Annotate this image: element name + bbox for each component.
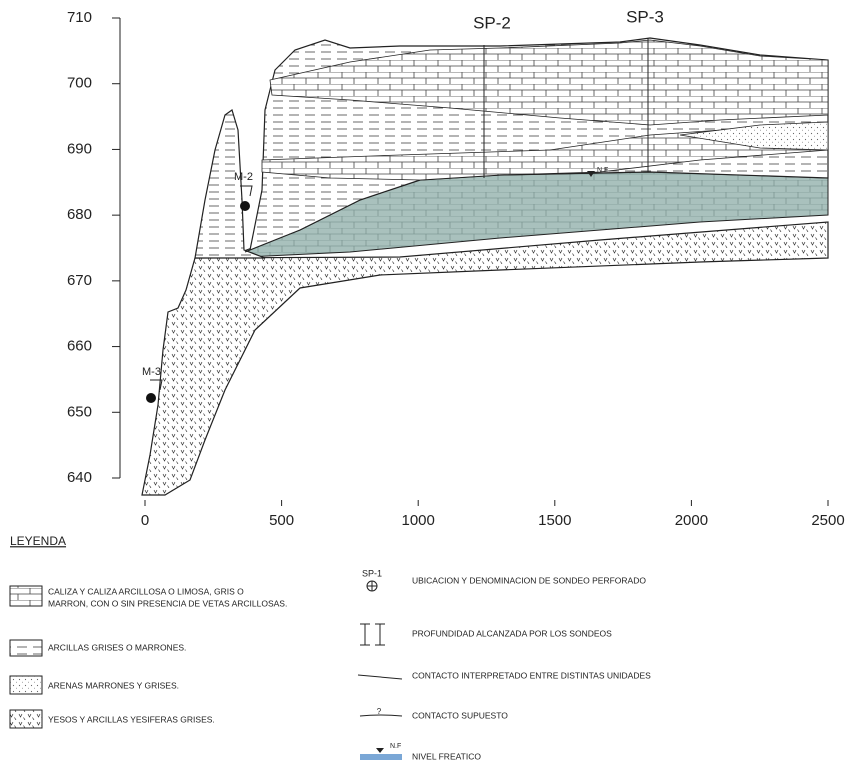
x-tick-label: 1000 <box>402 512 435 529</box>
legend-text: YESOS Y ARCILLAS YESIFERAS GRISES. <box>48 714 215 724</box>
legend-symbol <box>359 714 403 717</box>
legend-symbol <box>357 674 403 680</box>
legend-title: LEYENDA <box>10 534 66 548</box>
legend-symbol-label: SP-1 <box>362 568 382 578</box>
legend: LEYENDA CALIZA Y CALIZA ARCILLOSA O LIMO… <box>9 534 651 761</box>
legend-text: ARCILLAS GRISES O MARRONES. <box>48 642 186 652</box>
legend-symbol <box>360 623 385 646</box>
legend-swatch <box>9 709 43 729</box>
water-table-label: N.F <box>597 167 608 174</box>
legend-swatch <box>9 675 43 695</box>
x-tick-label: 1500 <box>538 512 571 529</box>
sand-lens <box>679 121 829 151</box>
x-tick-label: 0 <box>141 512 149 529</box>
y-tick-label: 670 <box>67 272 92 289</box>
legend-swatch <box>9 639 43 657</box>
borehole-label: SP-2 <box>473 13 511 32</box>
legend-text: CALIZA Y CALIZA ARCILLOSA O LIMOSA, GRIS… <box>48 586 244 596</box>
legend-symbol <box>360 754 402 760</box>
y-tick-label: 640 <box>67 469 92 486</box>
limestone-lower <box>261 127 829 181</box>
y-tick-label: 650 <box>67 403 92 420</box>
clay-peak <box>194 109 266 259</box>
sample-label: M-3 <box>142 366 161 378</box>
legend-text: NIVEL FREATICO <box>412 751 481 761</box>
sample-label: M-2 <box>234 171 253 183</box>
y-tick-label: 660 <box>67 338 92 355</box>
x-tick-label: 500 <box>269 512 294 529</box>
legend-swatch <box>9 585 43 607</box>
legend-symbol <box>376 748 384 753</box>
sample-arrow <box>240 185 253 197</box>
legend-text: ARENAS MARRONES Y GRISES. <box>48 680 179 690</box>
legend-text: CONTACTO SUPUESTO <box>412 710 508 720</box>
y-tick-label: 700 <box>67 75 92 92</box>
limestone-upper <box>269 39 829 126</box>
legend-text: PROFUNDIDAD ALCANZADA POR LOS SONDEOS <box>412 628 612 638</box>
legend-text: CONTACTO INTERPRETADO ENTRE DISTINTAS UN… <box>412 670 651 680</box>
legend-symbol <box>367 581 377 591</box>
axes: 640 650 660 670 680 690 700 710 0 500 1000 1500 2000… <box>67 9 845 529</box>
y-tick-label: 680 <box>67 206 92 223</box>
sample-arrow <box>150 379 163 391</box>
y-tick-label: 690 <box>67 140 92 157</box>
sample-point <box>240 201 250 211</box>
geologic-section: SP-2 SP-3 N.F M-2 M-3 <box>141 7 829 496</box>
gypsum-unit <box>141 221 829 496</box>
legend-symbol-label: ? <box>377 707 382 716</box>
borehole-label: SP-3 <box>626 7 664 26</box>
legend-text: UBICACION Y DENOMINACION DE SONDEO PERFO… <box>412 575 646 585</box>
y-tick-label: 710 <box>67 9 92 26</box>
legend-symbol-label: N.F <box>390 743 401 750</box>
x-tick-label: 2500 <box>811 512 844 529</box>
water-table-symbol <box>587 171 595 177</box>
sample-point <box>146 393 156 403</box>
legend-text: MARRON, CON O SIN PRESENCIA DE VETAS ARC… <box>48 598 287 608</box>
x-tick-label: 2000 <box>675 512 708 529</box>
